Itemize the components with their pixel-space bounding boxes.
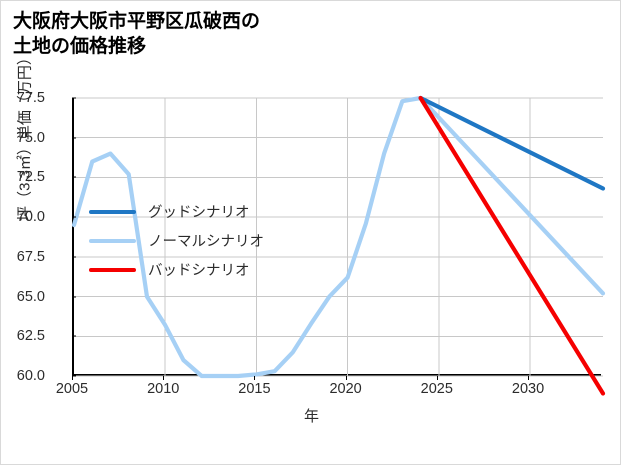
y-tick-mark	[72, 256, 76, 258]
y-tick-label: 65.0	[16, 288, 45, 305]
legend-item-good[interactable]: グッドシナリオ	[89, 203, 264, 221]
y-axis-label: 坪（3.3㎡）単価（万円）	[16, 50, 34, 221]
y-tick-label: 70.0	[16, 209, 45, 226]
legend-item-label: ノーマルシナリオ	[148, 234, 264, 250]
x-tick-label: 2015	[238, 381, 271, 397]
y-tick-label: 60.0	[16, 368, 45, 384]
x-tick-mark	[254, 376, 256, 380]
series-line-ノーマルシナリオ	[71, 95, 606, 379]
x-tick-label: 2010	[147, 381, 180, 397]
legend-swatch-icon	[89, 209, 136, 214]
y-tick-mark	[72, 335, 76, 337]
x-axis-label: 年	[303, 408, 319, 425]
legend-item-label: グッドシナリオ	[148, 205, 250, 221]
y-axis: 60.0 62.5 65.0 67.5 70.0 72.5 75.0 77.5	[1, 1, 72, 464]
x-tick-label: 2020	[329, 381, 362, 397]
y-tick-mark	[72, 176, 76, 178]
x-tick-mark	[72, 376, 73, 380]
legend-item-bad[interactable]: バッドシナリオ	[89, 261, 264, 279]
y-tick-label: 62.5	[16, 328, 45, 345]
x-tick-mark	[345, 376, 347, 380]
series-lines	[71, 95, 606, 396]
y-tick-mark	[72, 97, 76, 99]
y-tick-label: 72.5	[16, 169, 45, 186]
chart-legend: グッドシナリオ ノーマルシナリオ バッドシナリオ	[89, 203, 264, 279]
y-tick-mark	[72, 296, 76, 298]
y-tick-label: 77.5	[16, 90, 45, 106]
y-tick-label: 75.0	[16, 129, 45, 146]
x-tick-label: 2030	[511, 381, 545, 397]
y-tick-label: 67.5	[16, 248, 45, 265]
series-line-バッドシナリオ	[418, 95, 606, 396]
y-tick-mark	[72, 375, 76, 377]
legend-swatch-icon	[89, 267, 136, 272]
x-tick-mark	[436, 376, 438, 380]
y-tick-mark	[72, 216, 76, 218]
series-line-グッドシナリオ	[418, 95, 606, 191]
x-tick-label: 2005	[55, 381, 89, 397]
x-tick-mark	[528, 376, 530, 380]
page-title: 大阪府大阪市平野区瓜破西の 土地の価格推移	[13, 11, 261, 58]
x-tick-mark	[163, 376, 165, 380]
y-tick-mark	[72, 137, 76, 139]
plot-area	[71, 95, 606, 396]
legend-item-label: バッドシナリオ	[148, 263, 250, 279]
legend-swatch-icon	[89, 238, 136, 243]
grid-lines	[74, 97, 603, 377]
x-tick-label: 2025	[420, 381, 453, 397]
legend-item-normal[interactable]: ノーマルシナリオ	[89, 232, 264, 250]
